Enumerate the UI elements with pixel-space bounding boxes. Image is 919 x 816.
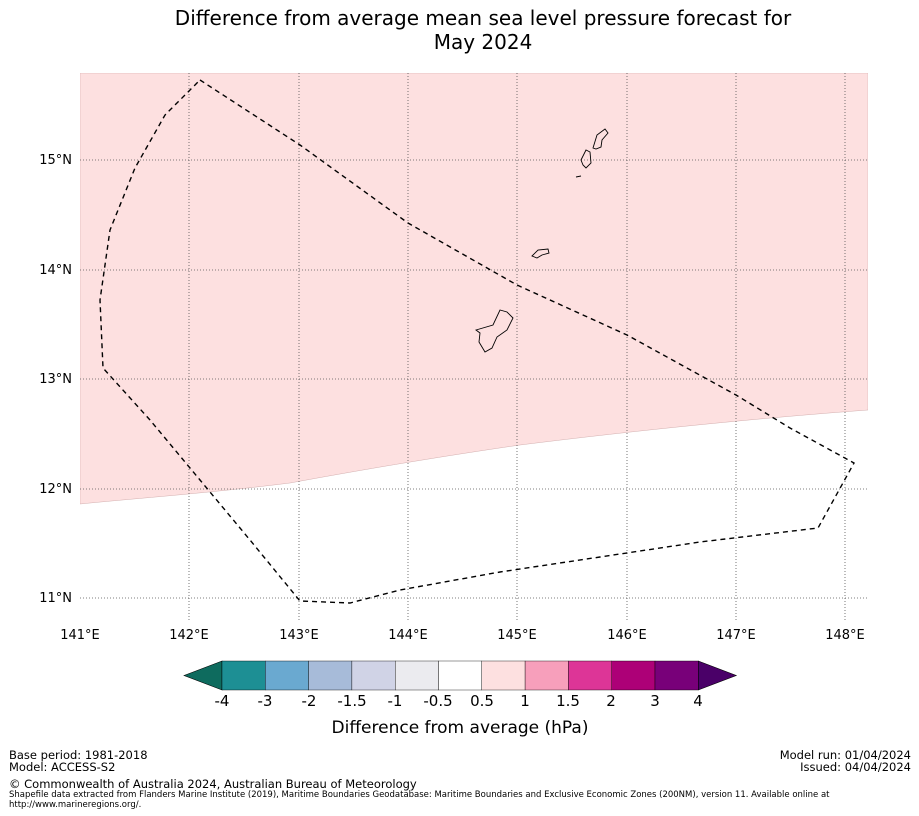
colorbar-segment: [611, 660, 656, 691]
lon-label: 142°E: [169, 628, 209, 643]
colorbar: [183, 660, 738, 691]
colorbar-segment: [221, 660, 266, 691]
colorbar-tick-label: -4: [215, 692, 230, 710]
colorbar-tick-label: 1: [520, 692, 530, 710]
colorbar-segment: [524, 660, 569, 691]
lat-label: 14°N: [39, 263, 72, 278]
colorbar-tick-label: -0.5: [423, 692, 452, 710]
colorbar-segment: [351, 660, 396, 691]
lon-label: 143°E: [279, 628, 319, 643]
colorbar-segment: [265, 660, 309, 691]
colorbar-tick-label: 3: [650, 692, 660, 710]
base-period: Base period: 1981-2018: [9, 748, 148, 762]
colorbar-tick-label: 1.5: [556, 692, 580, 710]
lat-label: 12°N: [39, 482, 72, 497]
eez-boundary: [99, 79, 855, 604]
colorbar-tick-label: 0.5: [470, 692, 494, 710]
colorbar-extension-low: [183, 660, 223, 691]
map-title-line1: Difference from average mean sea level p…: [174, 6, 792, 30]
colorbar-tick-label: -3: [258, 692, 273, 710]
latitude-labels: 15°N 14°N 13°N 12°N 11°N: [39, 153, 72, 606]
anatahan-island: [592, 128, 609, 150]
model-name: Model: ACCESS-S2: [9, 760, 116, 774]
model-run: Model run: 01/04/2024: [779, 748, 911, 762]
lon-label: 145°E: [497, 628, 537, 643]
guam-island: [475, 309, 514, 353]
tinian-island: [575, 175, 582, 178]
colorbar-tick-label: -1: [388, 692, 403, 710]
lon-label: 148°E: [825, 628, 865, 643]
copyright: © Commonwealth of Australia 2024, Austra…: [9, 777, 417, 791]
lon-label: 141°E: [60, 628, 100, 643]
pressure-anomaly-positive-region: [80, 73, 868, 505]
colorbar-tick-labels: -4 -3 -2 -1.5 -1 -0.5 0.5 1 1.5 2 3 4: [215, 692, 703, 710]
map-title-line2: May 2024: [433, 30, 533, 54]
lon-label: 144°E: [388, 628, 428, 643]
shapefile-note: Shapefile data extracted from Flanders M…: [9, 790, 830, 810]
colorbar-segment: [395, 660, 439, 691]
lat-label: 13°N: [39, 372, 72, 387]
colorbar-segment: [308, 660, 353, 691]
colorbar-segment: [654, 660, 699, 691]
map-title: Difference from average mean sea level p…: [0, 6, 919, 54]
longitude-labels: 141°E 142°E 143°E 144°E 145°E 146°E 147°…: [60, 628, 865, 643]
issued-date: Issued: 04/04/2024: [800, 760, 911, 774]
lon-label: 146°E: [607, 628, 647, 643]
lat-label: 15°N: [39, 153, 72, 168]
colorbar-title: Difference from average (hPa): [332, 718, 589, 738]
colorbar-segment: [568, 660, 612, 691]
lon-label: 147°E: [716, 628, 756, 643]
map-area: [80, 73, 868, 620]
colorbar-tick-label: 4: [693, 692, 703, 710]
colorbar-extension-high: [697, 660, 738, 691]
lat-label: 11°N: [39, 591, 72, 606]
colorbar-tick-label: 2: [606, 692, 616, 710]
colorbar-tick-label: -1.5: [337, 692, 366, 710]
colorbar-segment: [481, 660, 526, 691]
colorbar-segment: [438, 660, 482, 691]
rota-island: [531, 248, 550, 259]
saipan-island: [580, 149, 592, 169]
colorbar-tick-label: -2: [302, 692, 317, 710]
gridlines: [80, 73, 868, 620]
